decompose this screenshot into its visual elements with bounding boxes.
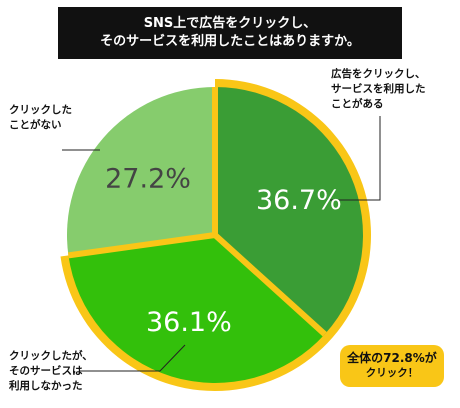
callout-used: 広告をクリックし、 サービスを利用した ことがある xyxy=(331,67,426,112)
callout-never-line-1: クリックした xyxy=(9,104,72,116)
badge-line-1: 全体の72.8%が xyxy=(347,351,437,365)
callout-used-line-1: 広告をクリックし、 xyxy=(331,68,426,80)
callout-never-line-2: ことがない xyxy=(9,119,62,131)
slice-never-value-label: 27.2% xyxy=(105,164,191,195)
callout-never: クリックした ことがない xyxy=(9,103,72,133)
callout-not-used-line-3: 利用しなかった xyxy=(9,380,83,392)
callout-used-line-3: ことがある xyxy=(331,98,384,110)
chart-title: SNS上で広告をクリックし、 そのサービスを利用したことはありますか。 xyxy=(58,7,402,59)
total-clicked-badge: 全体の72.8%が クリック！ xyxy=(340,345,444,387)
badge-line-2: クリック！ xyxy=(365,367,419,379)
slice-used xyxy=(215,87,363,335)
slice-divider xyxy=(212,232,327,337)
chart-title-line-1: SNS上で広告をクリックし、 xyxy=(143,16,317,31)
leader-line-not-used xyxy=(80,344,186,372)
callout-not-used-line-1: クリックしたが、 xyxy=(9,350,93,362)
slice-divider xyxy=(67,232,216,259)
slice-not-used xyxy=(68,235,325,383)
callout-not-used-line-2: そのサービスは xyxy=(9,365,83,377)
callout-not-used: クリックしたが、 そのサービスは 利用しなかった xyxy=(9,349,93,394)
callout-used-line-2: サービスを利用した xyxy=(331,83,426,95)
slice-never xyxy=(67,87,215,256)
leader-line-used xyxy=(330,116,381,201)
slice-used-value-label: 36.7% xyxy=(256,185,342,216)
slice-not-used-value-label: 36.1% xyxy=(146,307,232,338)
chart-title-line-2: そのサービスを利用したことはありますか。 xyxy=(100,34,360,49)
